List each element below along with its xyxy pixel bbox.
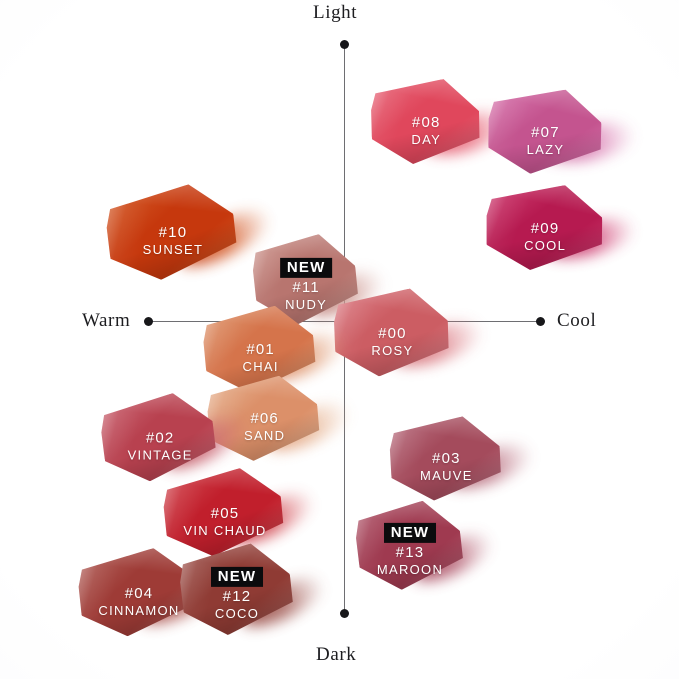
swatch-gloss-highlight — [383, 411, 507, 507]
axis-label-dark: Dark — [316, 644, 357, 665]
swatch-body — [348, 494, 470, 598]
swatch-gloss-highlight — [98, 176, 245, 291]
swatch-body — [365, 75, 485, 170]
swatch-gloss-highlight — [327, 283, 454, 382]
swatch-gloss-highlight — [348, 494, 470, 598]
shade-swatch-00-rosy[interactable]: #00 ROSY — [327, 283, 489, 382]
axis-label-cool: Cool — [557, 310, 597, 331]
axis-endpoint-light — [340, 40, 349, 49]
shade-swatch-07-lazy[interactable]: #07 LAZY — [483, 86, 639, 178]
swatch-body — [483, 86, 606, 178]
shade-swatch-09-cool[interactable]: #09 COOL — [481, 181, 640, 275]
axis-endpoint-cool — [536, 317, 545, 326]
shade-swatch-10-sunset[interactable]: #10 SUNSET — [98, 176, 277, 291]
axis-label-light: Light — [313, 2, 358, 23]
swatch-body — [481, 181, 608, 275]
swatch-gloss-highlight — [483, 86, 606, 178]
swatch-gloss-highlight — [365, 75, 485, 170]
shade-swatch-03-mauve[interactable]: #03 MAUVE — [383, 411, 538, 507]
axis-label-warm: Warm — [82, 310, 131, 331]
swatch-gloss-highlight — [481, 181, 608, 275]
swatch-body — [383, 411, 507, 507]
axis-endpoint-warm — [144, 317, 153, 326]
swatch-body — [93, 385, 223, 490]
shade-swatch-02-vintage[interactable]: #02 VINTAGE — [93, 385, 254, 490]
shade-swatch-13-maroon[interactable]: NEW #13 MAROON — [348, 494, 499, 598]
swatch-gloss-highlight — [93, 385, 223, 490]
swatch-body — [98, 176, 245, 291]
axis-endpoint-dark — [340, 609, 349, 618]
swatch-body — [327, 283, 454, 382]
shade-swatch-08-day[interactable]: #08 DAY — [365, 75, 518, 170]
